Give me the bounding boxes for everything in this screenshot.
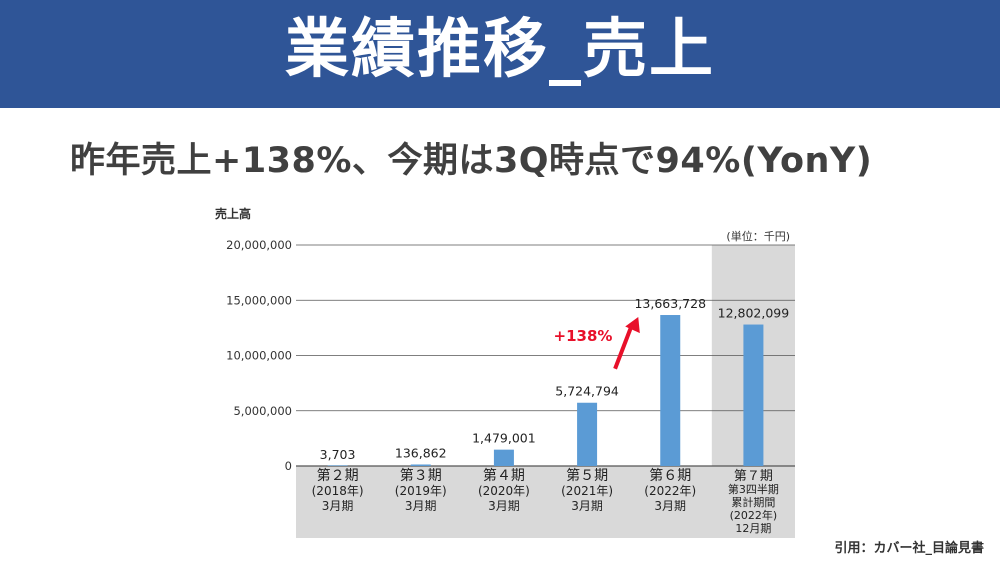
data-label: 136,862	[395, 445, 447, 460]
category-label: 第４期	[483, 467, 525, 484]
data-label: 12,802,099	[718, 306, 790, 321]
category-label: (2022年)	[730, 508, 778, 522]
category-label: 第3四半期	[728, 482, 779, 496]
y-tick-label: 0	[285, 459, 292, 473]
y-axis-label: 売上高	[215, 206, 251, 221]
category-label: 12月期	[735, 522, 771, 535]
category-label: 3月期	[488, 499, 520, 513]
category-label: 第６期	[649, 467, 691, 484]
bar	[327, 465, 348, 466]
category-label: 3月期	[571, 499, 603, 513]
category-label: (2018年)	[312, 484, 364, 498]
page-title: 業績推移_売上	[285, 13, 715, 87]
data-label: 13,663,728	[634, 296, 706, 311]
y-tick-label: 5,000,000	[233, 404, 292, 418]
y-tick-label: 20,000,000	[226, 238, 292, 252]
category-label: (2022年)	[644, 484, 696, 498]
category-label: 累計期間	[731, 495, 775, 509]
category-label: 3月期	[654, 499, 686, 513]
category-label: 3月期	[405, 499, 437, 513]
y-tick-label: 10,000,000	[226, 349, 292, 363]
bar	[660, 315, 681, 466]
category-label: (2021年)	[561, 484, 613, 498]
data-label: 1,479,001	[472, 431, 536, 446]
data-label: 3,703	[320, 447, 356, 462]
growth-annotation: +138%	[554, 327, 613, 345]
citation: 引用：カバー社_目論見書	[834, 541, 984, 556]
category-band	[296, 466, 795, 538]
data-label: 5,724,794	[555, 384, 619, 399]
bar	[493, 449, 514, 466]
growth-arrow-line	[613, 323, 635, 370]
bar	[410, 464, 431, 466]
y-tick-label: 15,000,000	[226, 293, 292, 307]
title-bar	[0, 0, 1000, 108]
category-label: 第７期	[734, 469, 773, 484]
subtitle: 昨年売上+138%、今期は3Q時点で94%(YonY)	[70, 141, 873, 181]
category-label: 3月期	[322, 499, 354, 513]
category-label: (2020年)	[478, 484, 530, 498]
growth-arrow-head	[625, 317, 640, 334]
category-label: 第２期	[317, 467, 359, 484]
unit-note: (単位：千円)	[726, 229, 790, 243]
category-label: 第３期	[400, 467, 442, 484]
category-label: 第５期	[566, 467, 608, 484]
category-label: (2019年)	[395, 484, 447, 498]
bar	[577, 402, 598, 466]
bar	[743, 324, 764, 466]
